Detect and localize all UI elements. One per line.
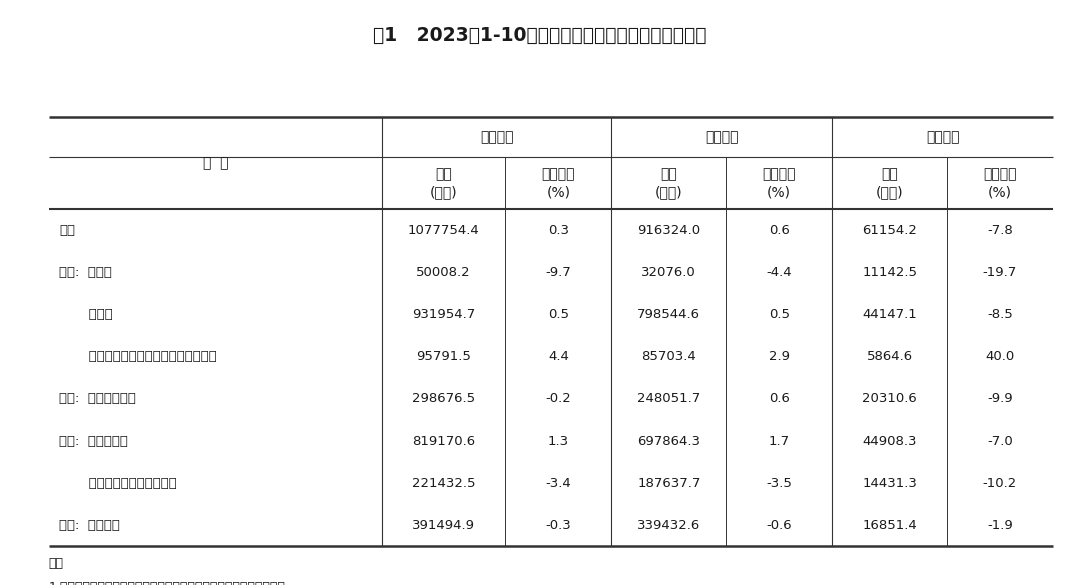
Text: 44908.3: 44908.3 <box>862 435 917 448</box>
Text: -10.2: -10.2 <box>983 477 1017 490</box>
Text: -0.3: -0.3 <box>545 519 571 532</box>
Text: 5864.6: 5864.6 <box>866 350 913 363</box>
Text: -7.8: -7.8 <box>987 224 1013 237</box>
Text: 221432.5: 221432.5 <box>411 477 475 490</box>
Text: 电力、热力、燃气及水生产和供应业: 电力、热力、燃气及水生产和供应业 <box>59 350 217 363</box>
Text: 819170.6: 819170.6 <box>413 435 475 448</box>
Text: 利润总额: 利润总额 <box>926 130 959 144</box>
Text: -4.4: -4.4 <box>767 266 792 279</box>
Text: 11142.5: 11142.5 <box>862 266 917 279</box>
Text: 营业成本: 营业成本 <box>705 130 739 144</box>
Text: 50008.2: 50008.2 <box>417 266 471 279</box>
Text: 外商及港澳台商投资企业: 外商及港澳台商投资企业 <box>59 477 177 490</box>
Text: 14431.3: 14431.3 <box>862 477 917 490</box>
Text: 1.经济类型分组之间存在交叉，故各经济类型企业数据之和大于总计。: 1.经济类型分组之间存在交叉，故各经济类型企业数据之和大于总计。 <box>49 581 285 585</box>
Text: 金额
(亿元): 金额 (亿元) <box>430 167 458 199</box>
Text: -3.5: -3.5 <box>767 477 792 490</box>
Text: 798544.6: 798544.6 <box>637 308 700 321</box>
Text: 1077754.4: 1077754.4 <box>408 224 480 237</box>
Text: 同比增长
(%): 同比增长 (%) <box>542 167 576 199</box>
Text: 其中:  国有控股企业: 其中: 国有控股企业 <box>59 393 136 405</box>
Text: 916324.0: 916324.0 <box>637 224 701 237</box>
Text: 0.5: 0.5 <box>548 308 569 321</box>
Text: 697864.3: 697864.3 <box>637 435 700 448</box>
Text: 注：: 注： <box>49 557 64 570</box>
Text: 0.3: 0.3 <box>548 224 569 237</box>
Text: -0.6: -0.6 <box>767 519 792 532</box>
Text: 298676.5: 298676.5 <box>413 393 475 405</box>
Text: 金额
(亿元): 金额 (亿元) <box>876 167 903 199</box>
Text: -9.7: -9.7 <box>545 266 571 279</box>
Text: 0.6: 0.6 <box>769 393 789 405</box>
Text: 其中:  私营企业: 其中: 私营企业 <box>59 519 120 532</box>
Text: 制造业: 制造业 <box>59 308 113 321</box>
Text: 61154.2: 61154.2 <box>862 224 917 237</box>
Text: 931954.7: 931954.7 <box>413 308 475 321</box>
Text: 表1   2023年1-10月份规模以上工业企业主要财务指标: 表1 2023年1-10月份规模以上工业企业主要财务指标 <box>374 26 706 45</box>
Text: 32076.0: 32076.0 <box>642 266 697 279</box>
Text: -1.9: -1.9 <box>987 519 1013 532</box>
Text: 4.4: 4.4 <box>548 350 569 363</box>
Text: 其中:  采矿业: 其中: 采矿业 <box>59 266 112 279</box>
Text: 0.5: 0.5 <box>769 308 789 321</box>
Text: 44147.1: 44147.1 <box>862 308 917 321</box>
Text: 其中:  股份制企业: 其中: 股份制企业 <box>59 435 129 448</box>
Text: -7.0: -7.0 <box>987 435 1013 448</box>
Text: -8.5: -8.5 <box>987 308 1013 321</box>
Text: 95791.5: 95791.5 <box>416 350 471 363</box>
Text: 339432.6: 339432.6 <box>637 519 701 532</box>
Text: -9.9: -9.9 <box>987 393 1013 405</box>
Text: 2.9: 2.9 <box>769 350 789 363</box>
Text: 1.7: 1.7 <box>769 435 789 448</box>
Text: -19.7: -19.7 <box>983 266 1017 279</box>
Text: -3.4: -3.4 <box>545 477 571 490</box>
Text: -0.2: -0.2 <box>545 393 571 405</box>
Text: 187637.7: 187637.7 <box>637 477 701 490</box>
Text: 16851.4: 16851.4 <box>862 519 917 532</box>
Text: 分  组: 分 组 <box>203 156 228 170</box>
Text: 金额
(亿元): 金额 (亿元) <box>656 167 683 199</box>
Text: 391494.9: 391494.9 <box>413 519 475 532</box>
Text: 总计: 总计 <box>59 224 76 237</box>
Text: 同比增长
(%): 同比增长 (%) <box>762 167 796 199</box>
Text: 1.3: 1.3 <box>548 435 569 448</box>
Text: 40.0: 40.0 <box>985 350 1014 363</box>
Text: 248051.7: 248051.7 <box>637 393 701 405</box>
Text: 85703.4: 85703.4 <box>642 350 697 363</box>
Text: 0.6: 0.6 <box>769 224 789 237</box>
Text: 同比增长
(%): 同比增长 (%) <box>983 167 1016 199</box>
Text: 20310.6: 20310.6 <box>862 393 917 405</box>
Text: 营业收入: 营业收入 <box>480 130 513 144</box>
